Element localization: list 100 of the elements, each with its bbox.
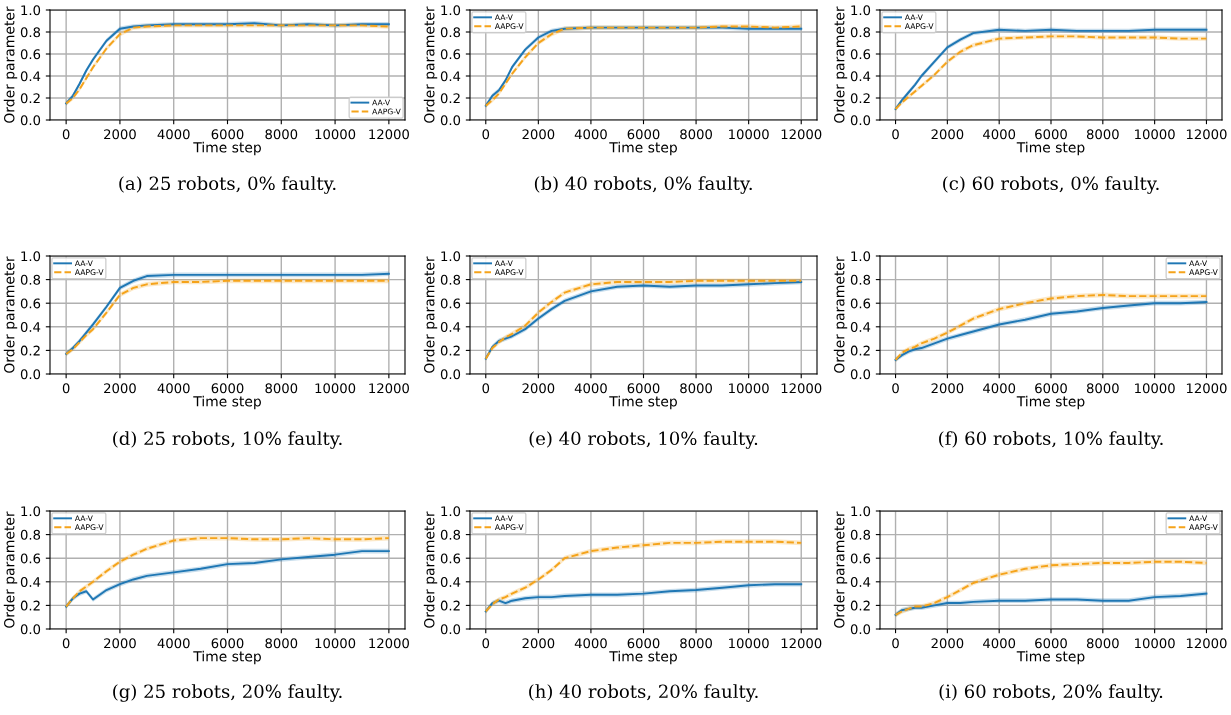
- y-axis-title: Order parameter: [423, 6, 438, 123]
- y-tick-label: 0.4: [20, 71, 41, 82]
- x-tick-label: 8000: [1086, 129, 1119, 140]
- x-tick-label: 0: [482, 129, 490, 140]
- y-tick-label: 0.6: [850, 553, 871, 564]
- x-tick-label: 8000: [265, 383, 298, 394]
- x-tick-label: 6000: [627, 129, 660, 140]
- x-axis-title: Time step: [1016, 395, 1085, 410]
- x-tick-label: 0: [482, 638, 490, 649]
- y-tick-label: 0.0: [850, 624, 871, 635]
- y-tick-label: 0.4: [440, 577, 461, 587]
- y-tick-label: 0.4: [20, 577, 41, 587]
- y-tick-label: 0.8: [20, 27, 41, 38]
- y-tick-label: 0.2: [20, 93, 40, 104]
- x-axis-title: Time step: [609, 650, 677, 665]
- text: (i) 60 robots, 20% faulty.: [939, 684, 1163, 702]
- x-tick-label: 8000: [680, 129, 712, 140]
- y-axis-title: Order parameter: [423, 511, 438, 628]
- x-axis-title: Time step: [609, 395, 677, 410]
- x-tick-label: 4000: [983, 383, 1016, 394]
- y-tick-label: 0.8: [850, 27, 871, 38]
- x-tick-label: 4000: [157, 638, 190, 649]
- x-tick-label: 6000: [627, 383, 660, 394]
- x-tick-label: 10000: [729, 383, 769, 394]
- x-tick-label: 4000: [574, 638, 607, 649]
- x-tick-label: 2000: [104, 129, 136, 140]
- x-tick-label: 0: [482, 383, 490, 394]
- x-tick-label: 0: [62, 129, 70, 140]
- y-tick-label: 0.0: [20, 369, 41, 380]
- x-tick-label: 12000: [1186, 383, 1227, 394]
- x-tick-label: 12000: [781, 129, 822, 140]
- y-tick-label: 1.0: [21, 506, 41, 517]
- x-axis-title: Time step: [193, 395, 261, 410]
- y-axis-title: Order parameter: [3, 511, 18, 628]
- y-axis-title: Order parameter: [833, 511, 848, 628]
- text: (a) 25 robots, 0% faulty.: [119, 176, 336, 194]
- x-tick-label: 0: [62, 638, 70, 649]
- y-tick-label: 0.0: [850, 115, 871, 126]
- y-tick-label: 0.2: [20, 600, 40, 611]
- x-tick-label: 8000: [680, 638, 712, 649]
- y-tick-label: 0.0: [440, 624, 461, 635]
- y-tick-label: 0.2: [440, 345, 460, 356]
- y-tick-label: 0.6: [20, 298, 41, 309]
- x-tick-label: 12000: [781, 638, 822, 649]
- x-tick-label: 0: [62, 383, 70, 394]
- x-tick-label: 8000: [1086, 638, 1119, 649]
- x-tick-label: 2000: [931, 129, 964, 140]
- y-tick-label: 1.0: [441, 506, 461, 517]
- x-tick-label: 10000: [1135, 383, 1175, 394]
- x-tick-label: 6000: [1035, 383, 1067, 394]
- x-tick-label: 10000: [315, 638, 356, 649]
- text: (e) 40 robots, 10% faulty.: [529, 431, 758, 449]
- y-tick-label: 0.0: [20, 115, 41, 126]
- x-tick-label: 2000: [931, 638, 964, 649]
- y-tick-label: 0.8: [850, 274, 871, 285]
- text: (g) 25 robots, 20% faulty.: [113, 684, 342, 702]
- y-tick-label: 0.4: [850, 71, 871, 82]
- x-tick-label: 10000: [315, 383, 356, 394]
- y-tick-label: 0.8: [440, 27, 461, 38]
- y-tick-label: 1.0: [21, 251, 41, 262]
- x-tick-label: 12000: [781, 383, 822, 394]
- x-tick-label: 10000: [729, 638, 769, 649]
- y-tick-label: 0.0: [440, 115, 461, 126]
- y-tick-label: 0.2: [850, 600, 870, 611]
- y-tick-label: 0.2: [20, 345, 40, 356]
- y-tick-label: 1.0: [441, 251, 461, 262]
- x-tick-label: 6000: [1035, 638, 1067, 649]
- y-tick-label: 0.8: [440, 274, 461, 285]
- x-tick-label: 2000: [104, 638, 136, 649]
- x-tick-label: 10000: [1135, 129, 1175, 140]
- x-tick-label: 0: [892, 129, 899, 140]
- y-axis-title: Order parameter: [833, 256, 848, 373]
- y-tick-label: 0.6: [440, 553, 461, 564]
- x-axis-title: Time step: [1016, 650, 1085, 665]
- x-tick-label: 6000: [211, 129, 244, 140]
- y-tick-label: 1.0: [21, 5, 41, 16]
- x-tick-label: 2000: [522, 383, 555, 394]
- y-axis-title: Order parameter: [3, 6, 18, 123]
- y-tick-label: 0.6: [850, 49, 871, 60]
- y-tick-label: 0.8: [20, 529, 41, 540]
- y-tick-label: 0.2: [440, 93, 460, 104]
- y-tick-label: 0.4: [440, 322, 461, 332]
- y-axis-title: Order parameter: [3, 256, 18, 373]
- y-tick-label: 0.8: [20, 274, 41, 285]
- text: (c) 60 robots, 0% faulty.: [943, 176, 1159, 194]
- y-tick-label: 1.0: [851, 506, 871, 517]
- x-tick-label: 6000: [1035, 129, 1067, 140]
- x-tick-label: 4000: [983, 129, 1016, 140]
- x-tick-label: 2000: [931, 383, 964, 394]
- x-tick-label: 8000: [265, 638, 298, 649]
- y-tick-label: 0.6: [20, 553, 41, 564]
- x-tick-label: 8000: [265, 129, 298, 140]
- y-tick-label: 1.0: [851, 251, 871, 262]
- x-tick-label: 6000: [627, 638, 660, 649]
- y-axis-title: Order parameter: [423, 256, 438, 373]
- text: (f) 60 robots, 10% faulty.: [939, 431, 1163, 449]
- x-tick-label: 0: [892, 638, 899, 649]
- x-tick-label: 12000: [369, 129, 409, 140]
- x-tick-label: 12000: [369, 638, 409, 649]
- y-tick-label: 0.0: [20, 624, 41, 635]
